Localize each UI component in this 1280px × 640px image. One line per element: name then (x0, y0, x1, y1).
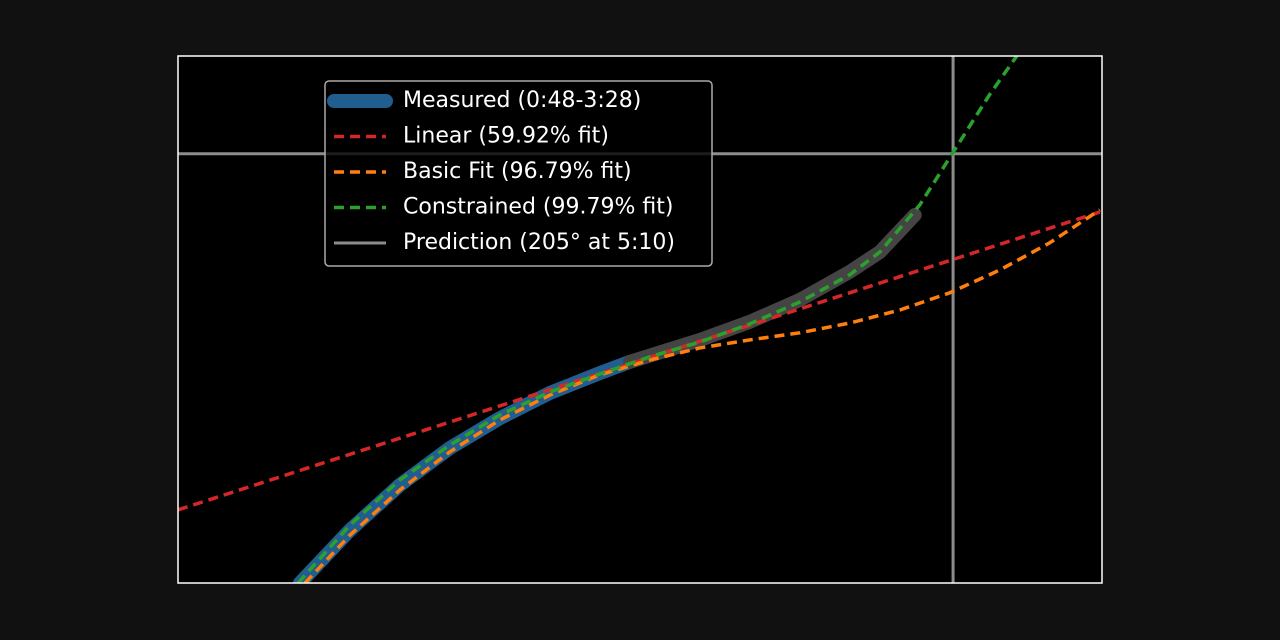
series-line (303, 208, 1101, 583)
legend-label: Constrained (99.79% fit) (403, 195, 673, 220)
series-line (178, 210, 1101, 512)
series-line (296, 56, 1019, 583)
legend-label: Prediction (205° at 5:10) (403, 230, 675, 255)
plot-frame (177, 55, 1103, 584)
legend: Measured (0:48-3:28) Linear (59.92% fit) B… (324, 80, 713, 267)
legend-label: Basic Fit (96.79% fit) (403, 159, 632, 184)
legend-label: Measured (0:48-3:28) (403, 88, 641, 113)
legend-box (324, 80, 713, 267)
plot-content (178, 56, 1102, 583)
legend-label: Linear (59.92% fit) (403, 124, 609, 149)
